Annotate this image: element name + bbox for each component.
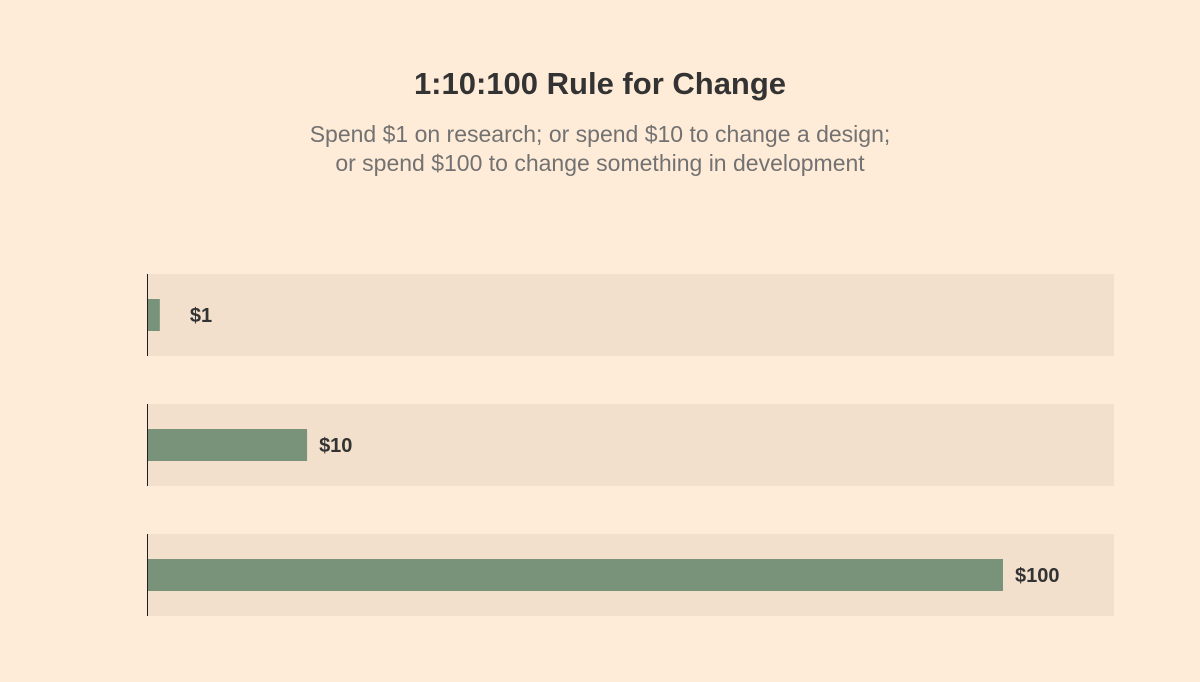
bar-1 (147, 299, 160, 331)
bar-label-2: $10 (319, 435, 352, 457)
bar-label-3: $100 (1015, 565, 1060, 587)
bar-label-1: $1 (190, 305, 212, 327)
bar-2 (147, 429, 308, 461)
chart-subtitle-line-1: Spend $1 on research; or spend $10 to ch… (309, 121, 891, 147)
bar-track-2 (147, 404, 1114, 486)
bar-track-1 (147, 274, 1114, 356)
chart-subtitle-line-2: or spend $100 to change something in dev… (335, 150, 865, 176)
chart-subtitle: Spend $1 on research; or spend $10 to ch… (0, 120, 1200, 178)
chart-title: 1:10:100 Rule for Change (413, 66, 787, 101)
bar-3 (147, 559, 1003, 591)
